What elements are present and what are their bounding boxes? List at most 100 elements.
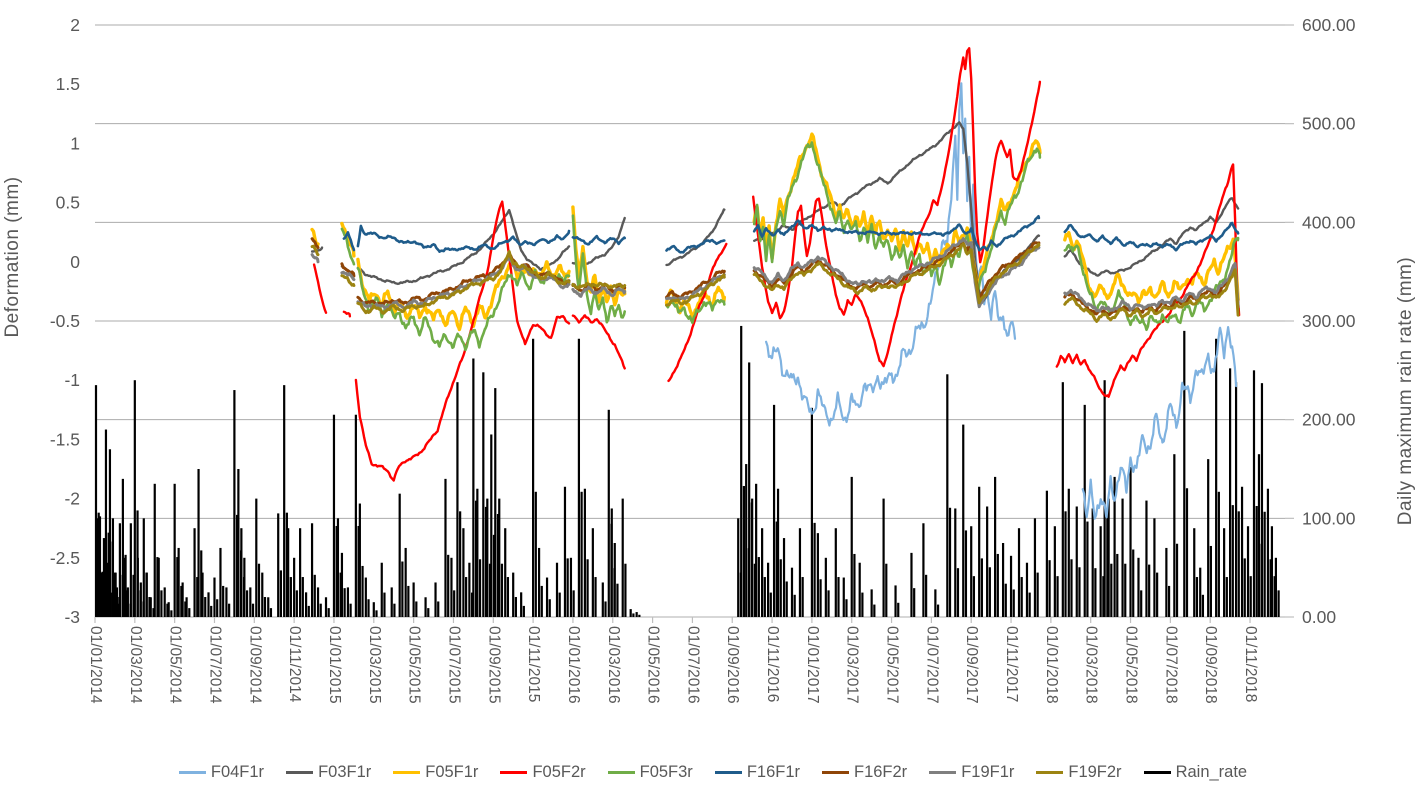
series-F05F2r	[571, 314, 626, 370]
rain-bar	[766, 562, 770, 617]
rain-bar	[1102, 576, 1105, 617]
series-F04F1r	[765, 82, 1017, 427]
rain-bar	[285, 512, 288, 617]
rain-bar	[255, 498, 258, 617]
rain-bar	[1028, 592, 1031, 617]
rain-bar	[498, 498, 501, 617]
rain-bar	[824, 557, 827, 617]
rain-bar	[404, 547, 407, 617]
series-F19F2r	[1063, 268, 1240, 323]
legend-item-F05F2r: F05F2r	[500, 763, 586, 782]
rain-bar	[156, 557, 159, 617]
rain-bar	[1252, 370, 1256, 617]
rain-bar	[1225, 577, 1228, 617]
rain-bar	[200, 550, 203, 617]
rain-bar	[532, 338, 535, 617]
rain-bar	[1199, 567, 1202, 617]
rain-bar	[295, 590, 298, 617]
rain-bar	[1137, 557, 1140, 617]
rain-bar	[810, 407, 814, 617]
rain-bar	[870, 589, 873, 617]
rain-bar	[470, 592, 474, 617]
rain-bar	[748, 362, 751, 617]
rain-bar	[1064, 511, 1067, 617]
rain-bar	[492, 534, 496, 617]
series-F03F1r	[356, 208, 571, 286]
x-tick-label: 01/09/2014	[246, 626, 263, 704]
rain-bar	[793, 594, 796, 617]
series-F16F1r	[342, 231, 356, 252]
rain-bar	[219, 547, 222, 617]
rain-bar	[316, 587, 320, 617]
rain-bar	[1175, 543, 1179, 617]
rain-bar	[478, 559, 482, 617]
rain-bar	[490, 434, 493, 617]
series-F19F1r	[340, 270, 356, 282]
rain-bar	[897, 602, 900, 617]
rain-bar	[197, 469, 200, 617]
rain-bar	[304, 592, 308, 617]
rain-bar	[1094, 568, 1097, 617]
rain-bar	[569, 557, 573, 617]
rain-bar	[1086, 521, 1089, 617]
rain-bar	[1185, 488, 1189, 617]
rain-bar	[123, 557, 126, 617]
rain-bar	[745, 464, 748, 617]
rain-bar	[861, 592, 864, 617]
rain-bar	[1269, 559, 1272, 617]
x-tick-label: 01/03/2016	[605, 626, 622, 704]
rain-bar	[136, 557, 139, 617]
rain-bar	[364, 577, 367, 617]
rain-bar	[1004, 583, 1007, 617]
rain-bar	[742, 486, 746, 617]
right-tick-label: 300.00	[1302, 311, 1356, 331]
series-F19F1r	[310, 253, 320, 264]
x-tick-label: 01/05/2014	[167, 626, 184, 704]
rain-bar	[1246, 526, 1250, 617]
rain-bar	[1110, 563, 1113, 617]
rain-bar	[243, 557, 246, 617]
rain-bar	[910, 552, 913, 617]
rain-bar	[572, 590, 575, 617]
rain-bar	[1156, 572, 1159, 617]
legend-item-F05F3r: F05F3r	[607, 763, 693, 782]
legend-swatch-F05F1r	[393, 771, 421, 774]
left-tick-label: 2	[70, 15, 80, 35]
rain-bar	[222, 585, 225, 617]
rain-bar	[816, 533, 819, 617]
rain-bar	[100, 572, 104, 617]
left-tick-label: -2	[64, 489, 80, 509]
rain-bar	[132, 574, 135, 617]
legend-swatch-F05F2r	[500, 771, 528, 774]
rain-bar	[1274, 557, 1278, 617]
rain-bar	[925, 574, 928, 617]
x-tick-label: 01/09/2017	[963, 626, 980, 704]
rain-bar	[934, 589, 937, 617]
x-tick-label: 01/11/2015	[525, 626, 542, 702]
rain-bar	[181, 582, 184, 617]
rain-bar	[459, 511, 462, 617]
rain-bar	[520, 592, 523, 617]
rain-bar	[188, 608, 191, 617]
series-F05F3r	[571, 214, 626, 324]
rain-bar	[782, 538, 786, 617]
rain-bar	[139, 582, 142, 617]
rain-bar	[106, 562, 110, 617]
x-tick-label: 01/07/2018	[1162, 626, 1179, 704]
rain-bar	[827, 590, 830, 617]
left-tick-label: -0.5	[50, 311, 80, 331]
rain-bar	[790, 567, 794, 617]
rain-bar	[629, 609, 632, 617]
series-F16F2r	[310, 237, 320, 250]
x-tick-label: 01/09/2016	[724, 626, 741, 704]
legend-item-F05F1r: F05F1r	[393, 763, 478, 782]
rain-bar	[213, 577, 216, 617]
rain-bar	[354, 414, 357, 617]
rain-bar	[755, 483, 758, 617]
rain-bar	[257, 563, 261, 617]
series-F19F1r	[356, 257, 571, 311]
rain-bar	[447, 554, 450, 617]
rain-bar	[545, 577, 549, 617]
rain-bar	[591, 528, 594, 617]
rain-bar	[548, 599, 551, 617]
